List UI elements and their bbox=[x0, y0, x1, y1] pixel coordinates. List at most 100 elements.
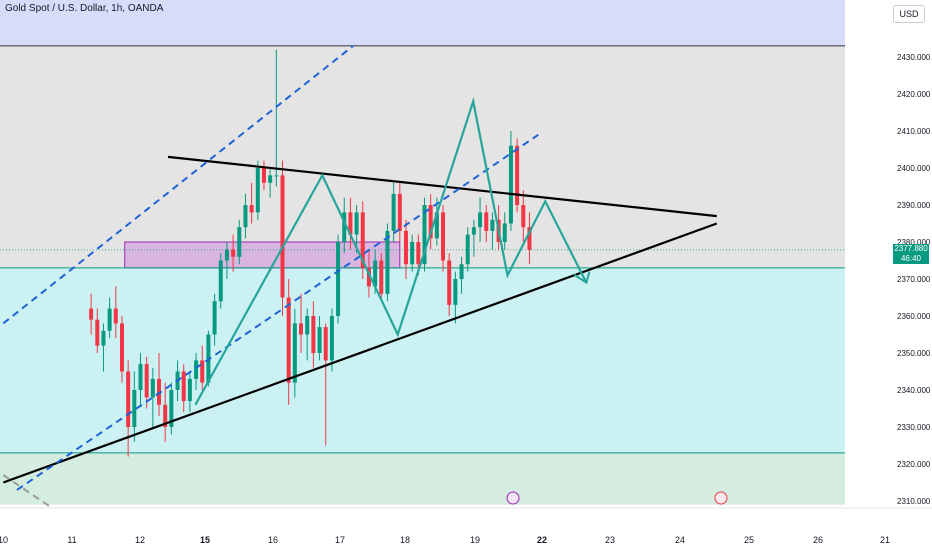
price-axis-label: 2330.000 bbox=[897, 423, 931, 432]
candle-body bbox=[391, 193, 396, 231]
candle-body bbox=[428, 205, 433, 239]
candle-body bbox=[286, 297, 291, 383]
candle-body bbox=[484, 212, 489, 231]
candle-body bbox=[422, 205, 427, 265]
candle-body bbox=[101, 330, 106, 346]
candle-body bbox=[157, 378, 162, 405]
news-event-icon bbox=[506, 491, 520, 505]
bottom-zone bbox=[0, 452, 845, 505]
candle-body bbox=[403, 230, 408, 265]
candle-body bbox=[144, 364, 149, 398]
candle-body bbox=[336, 242, 341, 316]
candle-body bbox=[212, 301, 217, 335]
candle-body bbox=[224, 249, 229, 261]
candle-body bbox=[366, 267, 371, 287]
candle-body bbox=[441, 212, 446, 261]
candle-body bbox=[360, 212, 365, 268]
candle-body bbox=[132, 390, 137, 427]
candle-body bbox=[249, 205, 254, 213]
candle-body bbox=[218, 260, 223, 302]
candle-body bbox=[521, 205, 526, 228]
time-axis-background bbox=[0, 508, 932, 550]
price-axis-label: 2400.000 bbox=[897, 164, 931, 173]
price-axis-background bbox=[845, 0, 932, 550]
time-axis-label: 19 bbox=[470, 535, 480, 545]
candle-body bbox=[126, 371, 131, 427]
candle-body bbox=[169, 390, 174, 427]
price-axis-label: 2350.000 bbox=[897, 349, 931, 358]
candle-body bbox=[459, 264, 464, 279]
lower-trendline bbox=[2, 222, 718, 484]
candle-body bbox=[490, 219, 495, 231]
time-axis-label: 26 bbox=[813, 535, 823, 545]
channel-upper bbox=[2, 45, 354, 325]
time-axis-label: 18 bbox=[400, 535, 410, 545]
candle-body bbox=[323, 327, 328, 361]
candle-body bbox=[465, 234, 470, 265]
candle-body bbox=[502, 223, 507, 242]
candle-body bbox=[200, 360, 205, 383]
candle-body bbox=[379, 260, 384, 294]
candle-body bbox=[329, 316, 334, 361]
candle-body bbox=[453, 279, 458, 305]
candle-body bbox=[434, 212, 439, 239]
candle-body bbox=[385, 230, 390, 294]
time-axis-label: 12 bbox=[135, 535, 145, 545]
candle-body bbox=[163, 404, 168, 427]
price-axis-label: 2430.000 bbox=[897, 53, 931, 62]
projection-arrowhead bbox=[573, 271, 591, 285]
candle-body bbox=[150, 378, 155, 398]
candle-body bbox=[515, 145, 520, 205]
candle-body bbox=[348, 212, 353, 235]
time-axis-label: 25 bbox=[744, 535, 754, 545]
current-price-tag: 2377.880 46:40 bbox=[893, 244, 929, 264]
candle-body bbox=[527, 227, 532, 250]
candle-body bbox=[373, 260, 378, 287]
time-axis-label: 24 bbox=[675, 535, 685, 545]
price-axis-label: 2390.000 bbox=[897, 201, 931, 210]
bar-countdown: 46:40 bbox=[900, 254, 922, 263]
resistance-box bbox=[124, 241, 401, 269]
time-axis-label: 11 bbox=[67, 535, 76, 545]
candle-body bbox=[95, 319, 100, 346]
candle-body bbox=[89, 308, 94, 320]
candle-body bbox=[311, 316, 316, 353]
candle-body bbox=[261, 168, 266, 183]
candle-body bbox=[113, 308, 118, 324]
candle-body bbox=[305, 316, 310, 335]
price-axis-label: 2360.000 bbox=[897, 312, 931, 321]
time-axis-label: 10 bbox=[0, 535, 8, 545]
candle-body bbox=[397, 193, 402, 231]
candle-body bbox=[107, 308, 112, 331]
currency-selector[interactable]: USD bbox=[893, 5, 925, 23]
candle-body bbox=[416, 242, 421, 265]
time-axis-label: 16 bbox=[268, 535, 278, 545]
candle-body bbox=[119, 323, 124, 372]
price-axis-label: 2310.000 bbox=[897, 497, 931, 506]
symbol-title[interactable]: Gold Spot / U.S. Dollar, 1h, OANDA bbox=[5, 3, 164, 14]
time-axis-label: 17 bbox=[335, 535, 345, 545]
candle-body bbox=[478, 212, 483, 228]
candle-body bbox=[280, 175, 285, 298]
price-axis-label: 2320.000 bbox=[897, 460, 931, 469]
candle-body bbox=[354, 212, 359, 235]
candle-body bbox=[255, 168, 260, 213]
upper-zone bbox=[0, 45, 845, 268]
candle-body bbox=[237, 227, 242, 257]
price-axis-label: 2340.000 bbox=[897, 386, 931, 395]
candle-body bbox=[138, 364, 143, 390]
candle-body bbox=[243, 205, 248, 228]
candle-body bbox=[317, 327, 322, 353]
time-axis-label: 21 bbox=[880, 535, 890, 545]
candle-body bbox=[292, 323, 297, 383]
time-axis-label: 15 bbox=[200, 535, 210, 545]
candle-body bbox=[299, 323, 304, 335]
candle-body bbox=[181, 371, 186, 402]
candle-body bbox=[268, 175, 273, 183]
price-axis-label: 2370.000 bbox=[897, 275, 931, 284]
price-axis-label: 2410.000 bbox=[897, 127, 931, 136]
price-axis-label: 2420.000 bbox=[897, 90, 931, 99]
upper-trendline bbox=[167, 155, 717, 218]
